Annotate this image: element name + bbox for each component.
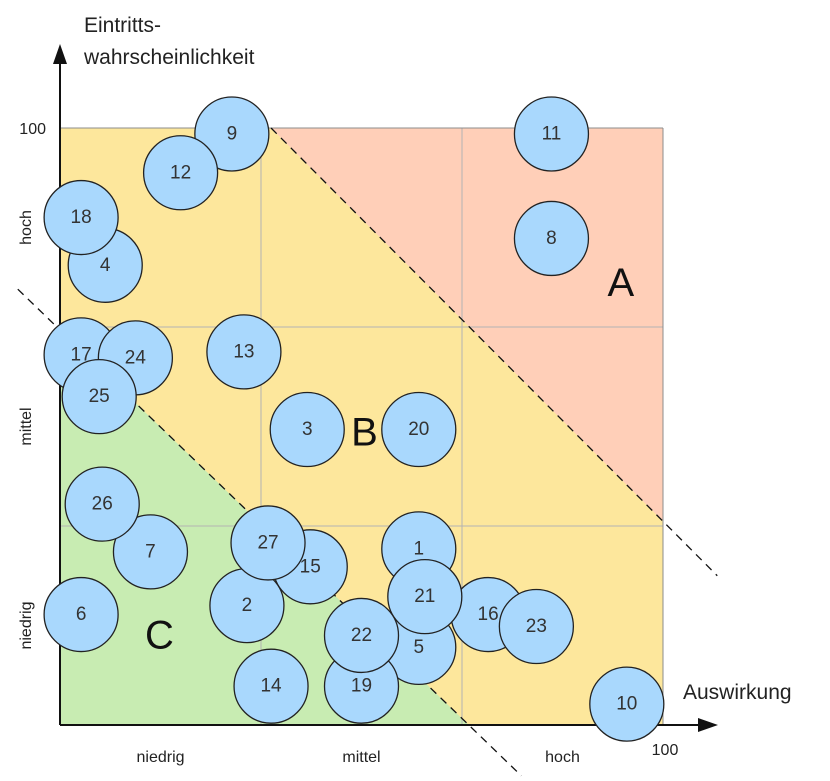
bubble-label: 13 [233, 341, 254, 362]
y-category-label: niedrig [18, 601, 35, 649]
bubble-circle [513, 96, 590, 172]
bubble-label: 12 [170, 162, 191, 183]
bubble-label: 3 [302, 419, 313, 440]
bubble-circle [233, 648, 309, 724]
bubble-label: 8 [546, 228, 557, 249]
bubble-circle [43, 576, 119, 653]
bubble-circle [61, 358, 137, 435]
bubble-circle [142, 135, 219, 211]
bubble-label: 5 [413, 637, 424, 658]
bubble-label: 15 [300, 556, 321, 577]
bubble-label: 22 [351, 625, 372, 646]
bubble-circle [269, 391, 345, 468]
risk-bubble-3: 3 [269, 391, 345, 468]
bubble-label: 20 [408, 419, 429, 440]
zone-label-b: B [351, 410, 378, 454]
divider-line-1 [270, 127, 718, 577]
bubble-circle [513, 200, 590, 277]
bubble-label: 4 [100, 255, 111, 276]
x-category-label: hoch [545, 749, 580, 766]
bubble-label: 7 [145, 541, 156, 562]
y-category-label: hoch [18, 210, 35, 245]
bubble-circle [194, 96, 270, 172]
bubble-label: 14 [260, 676, 282, 697]
bubble-label: 21 [414, 586, 435, 607]
bubble-circle [43, 179, 119, 256]
y-max-label: 100 [19, 121, 46, 138]
bubble-label: 25 [89, 386, 110, 407]
risk-bubble-27: 27 [230, 505, 306, 581]
risk-bubble-23: 23 [498, 588, 575, 665]
bubble-label: 17 [71, 344, 92, 365]
bubble-label: 26 [92, 494, 113, 515]
bubble-circle [206, 314, 282, 390]
risk-bubble-11: 11 [513, 96, 590, 172]
x-axis-title: Auswirkung [683, 681, 792, 704]
y-category-label: mittel [18, 407, 35, 445]
bubble-circle [387, 558, 463, 635]
bubble-label: 10 [616, 694, 637, 715]
bubble-circle [323, 597, 400, 674]
risk-bubble-20: 20 [381, 391, 457, 468]
bubble-circle [589, 666, 665, 742]
risk-bubble-10: 10 [589, 666, 665, 742]
zone-labels-layer: A B C [145, 261, 634, 657]
risk-bubble-26: 26 [64, 466, 140, 542]
x-max-label: 100 [652, 742, 679, 759]
bubble-circle [64, 466, 140, 542]
bubble-circle [381, 391, 457, 468]
x-category-label: niedrig [136, 749, 184, 766]
risk-bubble-6: 6 [43, 576, 119, 653]
ticks-layer: niedrig mittel hoch niedrig mittel hoch 100 100 [18, 121, 678, 766]
bubble-label: 16 [478, 604, 499, 625]
risk-bubble-18: 18 [43, 179, 119, 256]
risk-bubble-2: 2 [209, 567, 285, 644]
bubble-label: 6 [76, 604, 87, 625]
bubble-label: 27 [257, 532, 278, 553]
bubble-label: 19 [351, 676, 372, 697]
bubble-label: 24 [125, 347, 147, 368]
bubble-circle [498, 588, 575, 665]
x-axis-arrow [698, 718, 718, 732]
titles-layer: Eintritts-wahrscheinlichkeit Auswirkung [83, 14, 792, 704]
bubble-label: 1 [413, 538, 424, 559]
risk-bubble-12: 12 [142, 135, 219, 211]
risk-bubble-14: 14 [233, 648, 309, 724]
bubble-label: 9 [227, 123, 238, 144]
risk-bubble-7: 7 [112, 514, 189, 590]
bubble-circle [230, 505, 306, 581]
risk-bubble-22: 22 [323, 597, 400, 674]
bubble-label: 23 [526, 616, 547, 637]
risk-bubble-21: 21 [387, 558, 463, 635]
zone-label-a: A [607, 261, 634, 305]
bubble-label: 11 [542, 123, 562, 144]
y-axis-arrow [53, 44, 67, 64]
risk-bubble-8: 8 [513, 200, 590, 277]
risk-bubble-9: 9 [194, 96, 270, 172]
y-axis-title-line-2: wahrscheinlichkeit [83, 46, 255, 69]
bubble-circle [112, 514, 189, 590]
y-axis-title-line-1: Eintritts- [84, 14, 161, 37]
bubble-label: 18 [71, 207, 92, 228]
risk-bubble-25: 25 [61, 358, 137, 435]
x-category-label: mittel [342, 749, 380, 766]
risk-bubble-13: 13 [206, 314, 282, 390]
bubble-label: 2 [242, 595, 253, 616]
zone-label-c: C [145, 613, 174, 657]
